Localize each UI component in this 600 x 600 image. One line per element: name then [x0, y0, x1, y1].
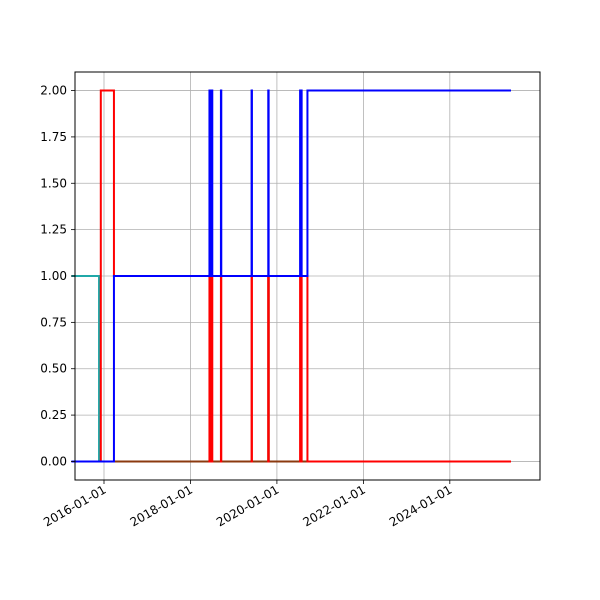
series-line-1	[71, 89, 511, 463]
y-tick-label: 0.50	[40, 362, 67, 376]
series-group	[71, 89, 511, 463]
y-tick-label: 0.00	[40, 454, 67, 468]
y-tick-label: 1.00	[40, 269, 67, 283]
y-tick-label: 1.50	[40, 176, 67, 190]
y-tick-label: 2.00	[40, 84, 67, 98]
y-tick-label: 1.25	[40, 223, 67, 237]
y-tick-label: 0.25	[40, 408, 67, 422]
y-tick-label: 1.75	[40, 130, 67, 144]
y-axis: 0.00 0.25 0.50 0.75 1.00 1.25 1.50 1.75 2.00	[40, 84, 75, 468]
y-tick-label: 0.75	[40, 315, 67, 329]
